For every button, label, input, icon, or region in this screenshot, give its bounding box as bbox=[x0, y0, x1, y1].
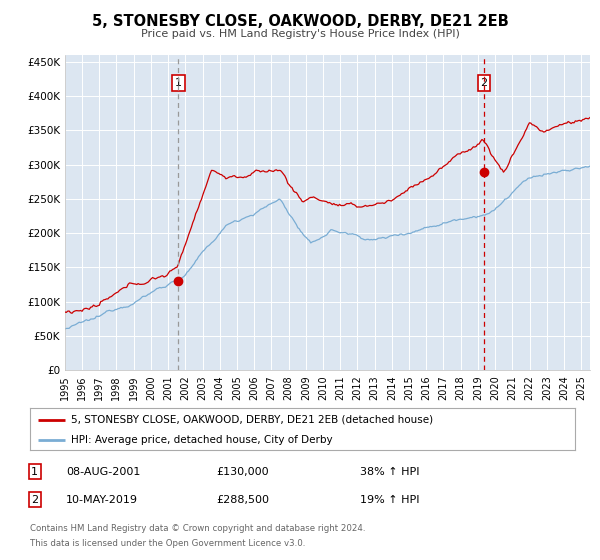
Text: 1: 1 bbox=[175, 78, 182, 88]
Text: 19% ↑ HPI: 19% ↑ HPI bbox=[360, 494, 419, 505]
Text: HPI: Average price, detached house, City of Derby: HPI: Average price, detached house, City… bbox=[71, 435, 332, 445]
Text: 2: 2 bbox=[31, 494, 38, 505]
Text: 08-AUG-2001: 08-AUG-2001 bbox=[66, 466, 140, 477]
Text: 38% ↑ HPI: 38% ↑ HPI bbox=[360, 466, 419, 477]
Text: 1: 1 bbox=[31, 466, 38, 477]
Text: Contains HM Land Registry data © Crown copyright and database right 2024.: Contains HM Land Registry data © Crown c… bbox=[30, 524, 365, 533]
Text: 10-MAY-2019: 10-MAY-2019 bbox=[66, 494, 138, 505]
Text: 2: 2 bbox=[481, 78, 488, 88]
Text: Price paid vs. HM Land Registry's House Price Index (HPI): Price paid vs. HM Land Registry's House … bbox=[140, 29, 460, 39]
Text: 5, STONESBY CLOSE, OAKWOOD, DERBY, DE21 2EB: 5, STONESBY CLOSE, OAKWOOD, DERBY, DE21 … bbox=[92, 14, 508, 29]
Text: £130,000: £130,000 bbox=[216, 466, 269, 477]
Text: 5, STONESBY CLOSE, OAKWOOD, DERBY, DE21 2EB (detached house): 5, STONESBY CLOSE, OAKWOOD, DERBY, DE21 … bbox=[71, 415, 433, 425]
Text: £288,500: £288,500 bbox=[216, 494, 269, 505]
Text: This data is licensed under the Open Government Licence v3.0.: This data is licensed under the Open Gov… bbox=[30, 539, 305, 548]
